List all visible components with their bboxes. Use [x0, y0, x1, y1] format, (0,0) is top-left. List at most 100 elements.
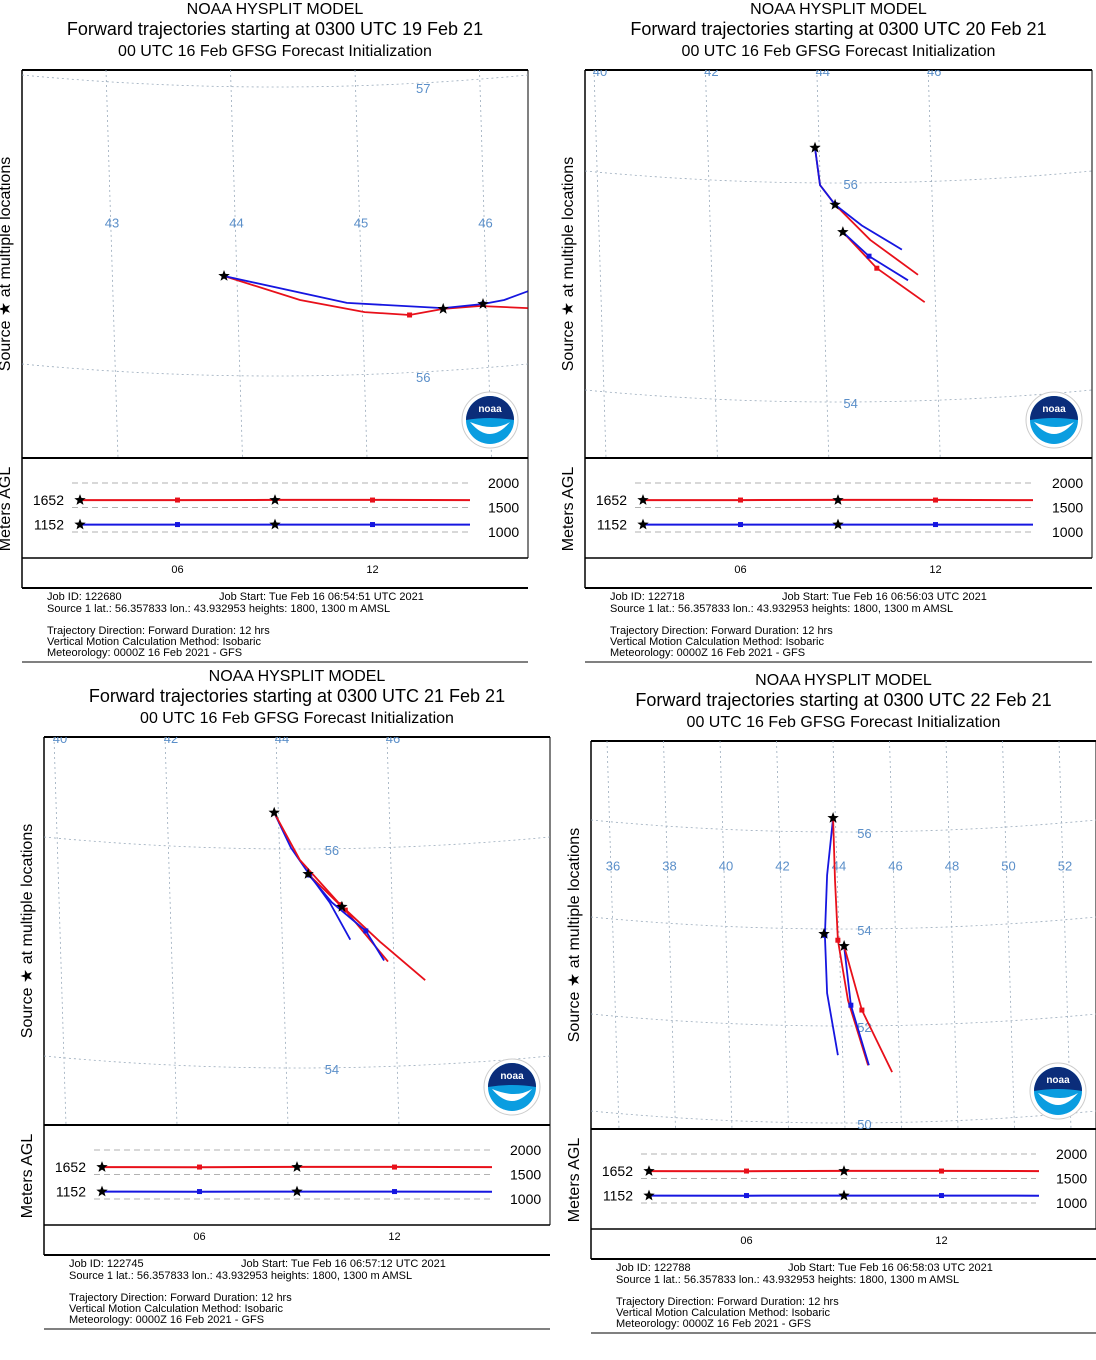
trajectory-marker — [835, 937, 841, 943]
meridian-line — [53, 737, 67, 1125]
source-star-icon — [218, 270, 230, 281]
source-info: Source 1 lat.: 56.357833 lon.: 43.932953… — [69, 1270, 412, 1282]
source-star-icon — [437, 302, 449, 314]
source-star-icon — [838, 940, 850, 951]
height-tick-label: 2000 — [1056, 1146, 1087, 1162]
latitude-label: 54 — [325, 1062, 339, 1077]
longitude-label: 38 — [662, 858, 676, 873]
source-star-icon — [818, 927, 830, 939]
longitude-label: 42 — [704, 64, 718, 79]
trajectory-line — [273, 812, 426, 981]
longitude-label: 43 — [105, 216, 119, 231]
trajectory-marker — [407, 312, 413, 318]
longitude-label: 36 — [606, 858, 620, 873]
job-id: Job ID: 122718 — [610, 591, 685, 603]
source-star-icon — [832, 518, 844, 530]
noaa-logo-text: noaa — [500, 1071, 524, 1082]
meteorology-info: Meteorology: 0000Z 16 Feb 2021 - GFS — [69, 1314, 264, 1326]
meridian-line — [230, 70, 243, 458]
source-star-icon — [637, 518, 649, 530]
height-tick-label: 1000 — [1052, 524, 1083, 540]
longitude-label: 44 — [229, 216, 243, 231]
direction-info: Trajectory Direction: Forward Duration: … — [616, 1296, 839, 1308]
noaa-logo-top — [488, 1063, 536, 1087]
hour-tick-label: 12 — [388, 1231, 400, 1243]
source-star-icon — [336, 900, 348, 912]
height-tick-label: 1000 — [1056, 1195, 1087, 1211]
longitude-label: 44 — [275, 731, 289, 746]
height-marker — [370, 497, 375, 503]
source-info: Source 1 lat.: 56.357833 lon.: 43.932953… — [47, 603, 390, 615]
job-id: Job ID: 122680 — [47, 591, 122, 603]
trajectory-marker — [363, 928, 369, 934]
source-info: Source 1 lat.: 56.357833 lon.: 43.932953… — [610, 603, 953, 615]
chart-title: Forward trajectories starting at 0300 UT… — [67, 19, 483, 39]
direction-info: Trajectory Direction: Forward Duration: … — [69, 1292, 292, 1304]
height-tick-label: 1500 — [510, 1167, 541, 1183]
source-star-icon — [832, 494, 844, 505]
longitude-label: 44 — [816, 64, 830, 79]
job-id: Job ID: 122745 — [69, 1258, 144, 1270]
start-height-label: 1652 — [602, 1163, 633, 1179]
start-height-label: 1652 — [55, 1159, 86, 1175]
source-star-icon — [74, 494, 86, 505]
meridian-line — [275, 737, 289, 1125]
longitude-label: 52 — [1058, 858, 1072, 873]
chart-title: Forward trajectories starting at 0300 UT… — [89, 686, 505, 706]
height-marker — [197, 1189, 202, 1195]
noaa-logo-gull — [470, 422, 510, 434]
meteorology-info: Meteorology: 0000Z 16 Feb 2021 - GFS — [616, 1318, 811, 1330]
noaa-logo-top — [1030, 396, 1078, 420]
chart-title: Forward trajectories starting at 0300 UT… — [635, 690, 1051, 710]
height-marker — [370, 522, 375, 528]
noaa-logo-gull — [1034, 422, 1074, 434]
height-y-label: Meters AGL — [566, 1138, 583, 1223]
parallel-line — [22, 74, 528, 88]
init-subtitle: 00 UTC 16 Feb GFSG Forecast Initializati… — [140, 710, 454, 727]
parallel-line — [591, 819, 1096, 833]
init-subtitle: 00 UTC 16 Feb GFSG Forecast Initializati… — [682, 43, 996, 60]
map-area: 43 44 45 46 57 56 — [22, 70, 528, 458]
meridian-line — [593, 70, 607, 458]
height-marker — [933, 497, 938, 503]
longitude-label: 45 — [354, 216, 368, 231]
height-marker — [933, 522, 938, 528]
meridian-line — [105, 70, 119, 458]
model-title: NOAA HYSPLIT MODEL — [750, 1, 927, 18]
job-id: Job ID: 122788 — [616, 1262, 691, 1274]
source-star-icon — [96, 1185, 108, 1197]
source-star-icon — [837, 226, 849, 237]
trajectory-marker — [866, 253, 872, 259]
meridian-line — [164, 737, 178, 1125]
height-marker — [744, 1193, 749, 1199]
init-subtitle: 00 UTC 16 Feb GFSG Forecast Initializati… — [118, 43, 432, 60]
height-tick-label: 1000 — [510, 1191, 541, 1207]
trajectory-marker — [859, 1007, 865, 1013]
trajectory-line — [842, 231, 909, 282]
hour-tick-label: 06 — [734, 564, 746, 576]
height-tick-label: 1000 — [488, 524, 519, 540]
map-y-label: Source ★ at multiple locations — [19, 824, 36, 1038]
noaa-logo-top — [466, 396, 514, 420]
source-star-icon — [291, 1161, 303, 1172]
source-star-icon — [643, 1165, 655, 1176]
source-star-icon — [74, 518, 86, 530]
chart-title: Forward trajectories starting at 0300 UT… — [630, 19, 1046, 39]
parallel-line — [591, 1013, 1096, 1027]
start-height-label: 1152 — [603, 1188, 633, 1204]
trajectory-line — [843, 945, 870, 1066]
hour-tick-label: 12 — [366, 564, 378, 576]
longitude-label: 46 — [386, 731, 400, 746]
height-marker — [392, 1189, 397, 1195]
meridian-line — [945, 741, 959, 1129]
meridian-line — [832, 741, 846, 1129]
height-marker — [392, 1164, 397, 1170]
source-star-icon — [637, 494, 649, 505]
trajectory-line — [814, 147, 919, 276]
source-star-icon — [829, 198, 841, 210]
meridian-line — [719, 741, 733, 1129]
trajectory-line — [223, 275, 528, 310]
parallel-line — [585, 170, 1092, 184]
